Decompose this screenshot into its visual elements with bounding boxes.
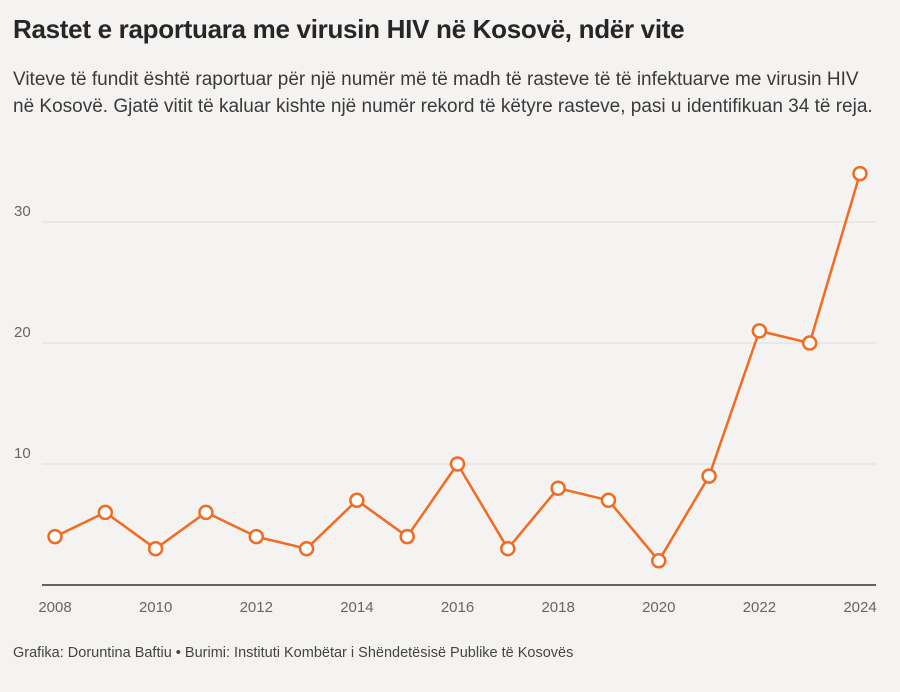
x-tick-label: 2012 bbox=[240, 599, 273, 616]
data-point-2017 bbox=[500, 540, 516, 557]
data-point-2016 bbox=[449, 456, 466, 472]
data-point-2014 bbox=[349, 492, 365, 509]
x-tick-label: 2022 bbox=[743, 599, 776, 616]
y-tick-label: 10 bbox=[14, 445, 31, 462]
series-line bbox=[54, 173, 862, 563]
x-tick-label: 2014 bbox=[340, 599, 373, 616]
y-tick-label: 20 bbox=[14, 324, 31, 341]
x-tick-label: 2018 bbox=[541, 599, 574, 616]
data-point-2022 bbox=[751, 323, 768, 339]
data-point-2023 bbox=[801, 335, 818, 351]
data-point-2010 bbox=[147, 540, 164, 557]
source-footer: Grafika: Doruntina Baftiu • Burimi: Inst… bbox=[13, 645, 574, 661]
x-tick-label: 2008 bbox=[38, 599, 71, 616]
chart-title: Rastet e raportuara me virusin HIV në Ko… bbox=[13, 14, 685, 44]
data-point-2018 bbox=[550, 480, 566, 496]
data-point-2009 bbox=[97, 504, 114, 521]
data-point-2011 bbox=[198, 504, 214, 521]
x-tick-label: 2010 bbox=[139, 599, 172, 616]
data-point-2021 bbox=[701, 468, 717, 484]
x-tick-label: 2016 bbox=[441, 599, 474, 616]
data-point-2024 bbox=[852, 165, 868, 182]
data-point-2015 bbox=[399, 528, 415, 545]
data-point-2020 bbox=[651, 553, 667, 569]
chart-subtitle: Viteve të fundit është raportuar për një… bbox=[13, 69, 873, 117]
data-point-2019 bbox=[600, 492, 617, 509]
y-tick-label: 30 bbox=[14, 203, 31, 220]
x-tick-label: 2020 bbox=[642, 599, 675, 616]
data-point-2013 bbox=[298, 540, 315, 557]
data-point-2008 bbox=[47, 528, 63, 545]
x-tick-label: 2024 bbox=[843, 599, 876, 616]
data-point-2012 bbox=[248, 528, 264, 545]
